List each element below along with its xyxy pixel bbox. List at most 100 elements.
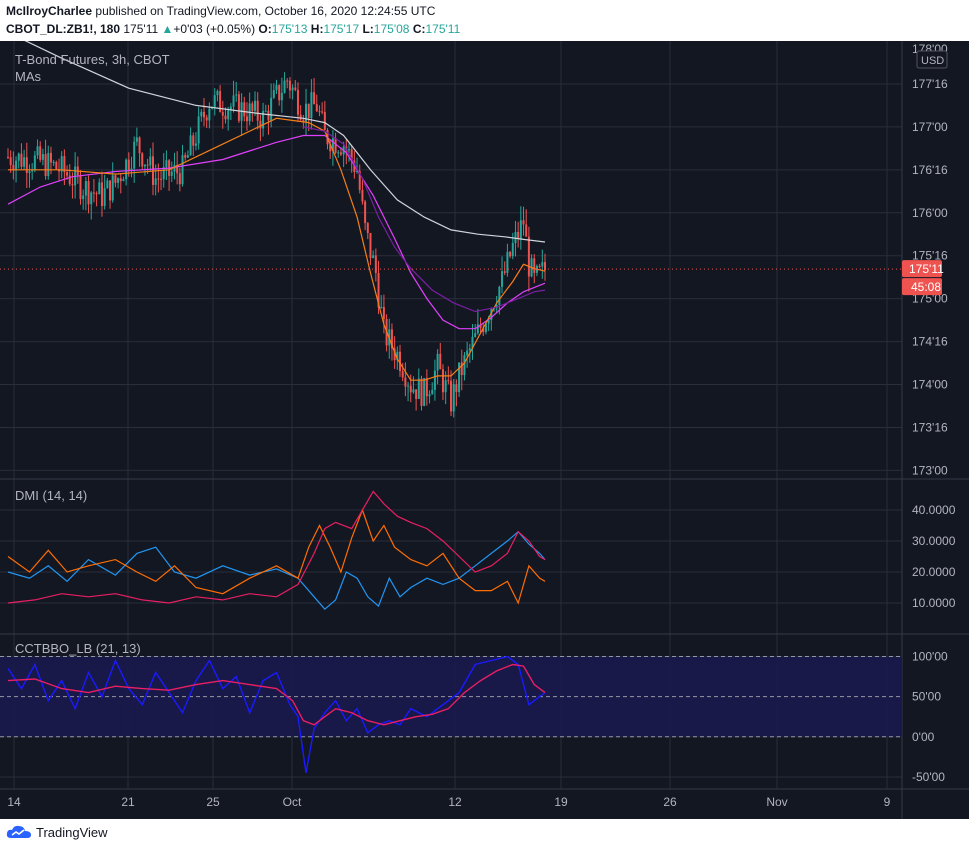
open-value: 175'13 [271,22,308,36]
candle-body [192,135,195,146]
candle-body [484,323,487,333]
candle-body [114,175,117,183]
candle-body [503,271,506,273]
candle-body [12,164,15,171]
candle-body [33,155,36,170]
candle-body [350,149,353,161]
candle-body [229,106,232,111]
candle-body [41,154,44,160]
candle-body [471,336,474,349]
candle-body [272,90,275,98]
candle-body [299,114,302,120]
candle-body [479,324,482,329]
candle-body [286,80,289,82]
y-tick-label: 50'00 [912,690,941,704]
candle-body [329,144,332,152]
candle-body [436,353,439,371]
candle-body [162,167,165,180]
candle-body [466,350,469,356]
published-text: published on TradingView.com, October 16… [95,4,436,18]
y-tick-label: 177'16 [912,77,948,91]
candle-body [39,146,42,160]
candle-body [463,355,466,376]
high-value: 175'17 [323,22,360,36]
candle-body [358,171,361,190]
candle-body [310,92,313,118]
candle-body [52,162,55,164]
candle-body [390,329,393,349]
tradingview-logo[interactable]: TradingView [6,824,108,840]
candle-body [15,160,18,171]
candle-body [111,175,114,201]
candle-body [323,111,326,131]
candle-body [243,102,246,117]
x-tick-label: 26 [663,795,677,809]
candle-body [377,272,380,308]
candle-body [441,369,444,393]
candle-body [544,262,546,271]
y-tick-label: 30.0000 [912,534,956,548]
candle-body [498,286,501,306]
candle-body [401,371,404,378]
candle-body [95,193,98,195]
candle-body [256,100,259,121]
y-tick-label: 0'00 [912,730,935,744]
candle-body [321,111,324,113]
y-tick-label: 100'00 [912,649,948,663]
candle-body [487,320,490,324]
candle-body [501,271,504,287]
y-tick-label: 175'00 [912,292,948,306]
candle-body [452,384,455,412]
candle-body [205,117,208,121]
candle-body [71,184,74,186]
author-name[interactable]: McIlroyCharlee [6,4,93,18]
x-tick-label: 25 [206,795,220,809]
candle-body [302,119,305,123]
candle-body [428,394,431,397]
chart-svg[interactable]: 177'16 177'00 176'16 176'00 175'16 175'00 174'… [0,41,969,819]
candle-body [60,156,63,172]
y-tick-label: 20.0000 [912,565,956,579]
candle-body [84,181,87,196]
close-value: 175'11 [425,22,461,36]
y-tick-label: 176'00 [912,206,948,220]
candle-body [55,162,58,170]
countdown-tag-label: 45:08 [911,280,941,294]
x-tick-label: 19 [554,795,568,809]
candle-body [364,201,367,224]
y-tick-label: 173'16 [912,420,948,434]
x-tick-label: Nov [766,795,787,809]
candle-body [270,97,273,121]
candle-body [49,152,52,163]
candle-body [181,155,184,185]
candle-body [283,80,286,93]
last-price: 175'11 [123,22,159,36]
candle-body [533,258,536,273]
x-tick-label: 14 [7,795,21,809]
candle-body [165,160,168,168]
candle-body [216,91,219,96]
candle-body [369,232,372,258]
candle-body [127,159,130,171]
up-triangle-icon: ▲ [161,22,174,36]
candle-body [17,153,20,161]
candle-body [458,362,461,393]
candle-body [9,157,12,165]
candle-body [450,380,453,412]
candle-body [200,111,203,117]
candle-body [291,87,294,91]
candle-body [79,175,82,200]
candle-body [90,192,93,205]
candle-body [219,91,222,113]
candle-body [109,180,112,201]
candle-body [23,157,26,167]
chart-area[interactable]: 177'16 177'00 176'16 176'00 175'16 175'00 174'… [0,41,969,819]
candle-body [380,306,383,308]
currency-label: USD [921,55,944,67]
dmi-line [7,530,546,611]
candle-body [433,370,436,390]
candle-body [254,100,257,111]
candle-body [294,87,297,90]
candle-body [63,156,66,173]
candle-body [28,171,31,173]
